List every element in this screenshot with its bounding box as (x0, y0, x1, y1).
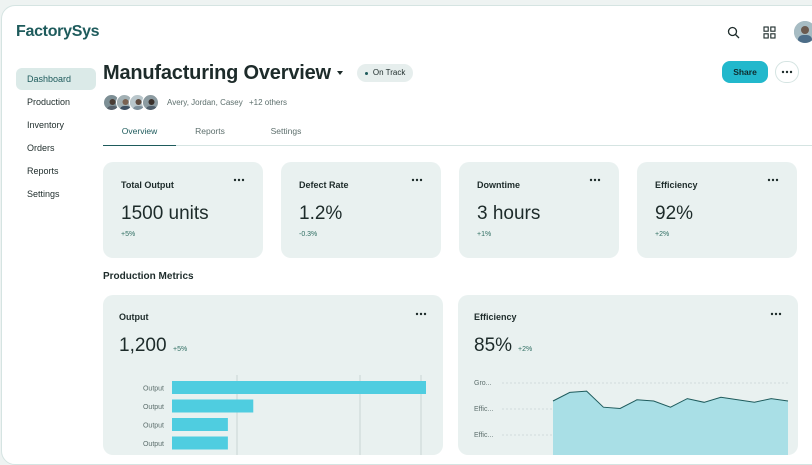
kpi-delta: +2% (655, 231, 670, 238)
title-row: Manufacturing Overview On Track (103, 60, 812, 86)
output-bar-chart: Output Output Output Output (143, 375, 426, 455)
app-logo: FactorySys (16, 23, 100, 40)
tab-reports[interactable]: Reports (195, 126, 225, 136)
more-horizontal-icon[interactable] (411, 178, 423, 182)
collaborator-others[interactable]: +12 others (248, 97, 288, 107)
kpi-label: Efficiency (655, 180, 698, 190)
bar[interactable] (172, 381, 426, 394)
kpi-label: Downtime (477, 180, 521, 190)
tick-label: Output (143, 423, 164, 430)
series-line[interactable] (552, 390, 789, 410)
chart-card-output: Output Output Output Output Output 1,200 +5… (103, 295, 443, 455)
avatar-stack[interactable] (103, 93, 159, 111)
kpi-delta: -0.3% (299, 231, 318, 238)
kpi-value: 92% (655, 203, 694, 224)
tab-settings[interactable]: Settings (270, 126, 302, 136)
sidebar-item-dashboard[interactable]: Dashboard (16, 68, 96, 90)
kpi-row: Total Output 1500 units +5% Defect Rate … (103, 162, 797, 258)
more-horizontal-icon[interactable] (589, 178, 601, 182)
tick-label: Gro... (474, 380, 492, 387)
chevron-down-icon[interactable] (336, 71, 343, 75)
more-options-button[interactable] (775, 61, 799, 83)
status-label: On Track (372, 68, 406, 77)
kpi-card-efficiency: Efficiency 92% +2% (637, 162, 797, 258)
bar[interactable] (172, 399, 254, 413)
tick-label: Output (143, 441, 164, 448)
kpi-label: Total Output (121, 180, 174, 190)
more-horizontal-icon (781, 70, 793, 74)
sidebar-item-production[interactable]: Production (27, 97, 71, 107)
section-title: Production Metrics (103, 271, 194, 282)
area-fill (553, 391, 788, 455)
kpi-delta: +1% (477, 231, 492, 238)
sidebar-item-orders[interactable]: Orders (27, 143, 55, 153)
tick-label: Effic... (474, 432, 493, 439)
chart-delta: +2% (518, 346, 533, 353)
bar[interactable] (172, 418, 228, 431)
top-actions (722, 21, 812, 43)
kpi-card-total-output: Total Output 1500 units +5% (103, 162, 263, 258)
tick-label: Effic... (474, 406, 493, 413)
chart-value: 85% (474, 335, 513, 356)
sidebar-item-inventory[interactable]: Inventory (27, 120, 65, 130)
share-button[interactable]: Share (722, 61, 768, 83)
sidebar: Dashboard Production Inventory Orders Re… (16, 68, 96, 206)
chart-label: Output (119, 312, 149, 322)
kpi-card-downtime: Downtime 3 hours +1% (459, 162, 619, 258)
collaborator-names: Avery, Jordan, Casey (167, 97, 243, 107)
collaborators: Avery, Jordan, Casey +12 others (103, 93, 812, 111)
status-badge: On Track (356, 64, 414, 82)
kpi-label: Defect Rate (299, 180, 349, 190)
tick-label: Output (143, 404, 164, 411)
more-horizontal-icon[interactable] (767, 178, 779, 182)
page-title: Manufacturing Overview (103, 61, 331, 84)
kpi-delta: +5% (121, 231, 136, 238)
tab-overview[interactable]: Overview (103, 120, 176, 146)
chart-card-efficiency: Gro... Effic... Effic... Efficiency 85% +2… (458, 295, 798, 455)
sidebar-item-settings[interactable]: Settings (27, 189, 60, 199)
avatar (142, 93, 159, 111)
grid-icon[interactable] (758, 21, 780, 43)
efficiency-area-chart: Gro... Effic... Effic... (474, 380, 789, 455)
bar[interactable] (172, 436, 228, 450)
kpi-value: 3 hours (477, 203, 541, 224)
collaborators-text: Avery, Jordan, Casey +12 others (167, 98, 291, 107)
chart-value: 1,200 (119, 335, 167, 356)
main-content: Manufacturing Overview On Track Share Av… (103, 60, 812, 455)
more-horizontal-icon[interactable] (233, 178, 245, 182)
kpi-card-defect-rate: Defect Rate 1.2% -0.3% (281, 162, 441, 258)
status-dot-icon (364, 71, 368, 75)
user-avatar[interactable] (794, 21, 812, 43)
kpi-value: 1.2% (299, 203, 343, 224)
tick-label: Output (143, 386, 164, 393)
more-horizontal-icon[interactable] (770, 312, 782, 316)
avatar (129, 93, 146, 111)
tab-bar: Overview Reports Settings (103, 120, 812, 146)
more-horizontal-icon[interactable] (415, 312, 427, 316)
sidebar-item-reports[interactable]: Reports (27, 166, 59, 176)
kpi-value: 1500 units (121, 203, 209, 224)
chart-label: Efficiency (474, 312, 517, 322)
chart-delta: +5% (173, 346, 188, 353)
search-icon[interactable] (722, 21, 744, 43)
